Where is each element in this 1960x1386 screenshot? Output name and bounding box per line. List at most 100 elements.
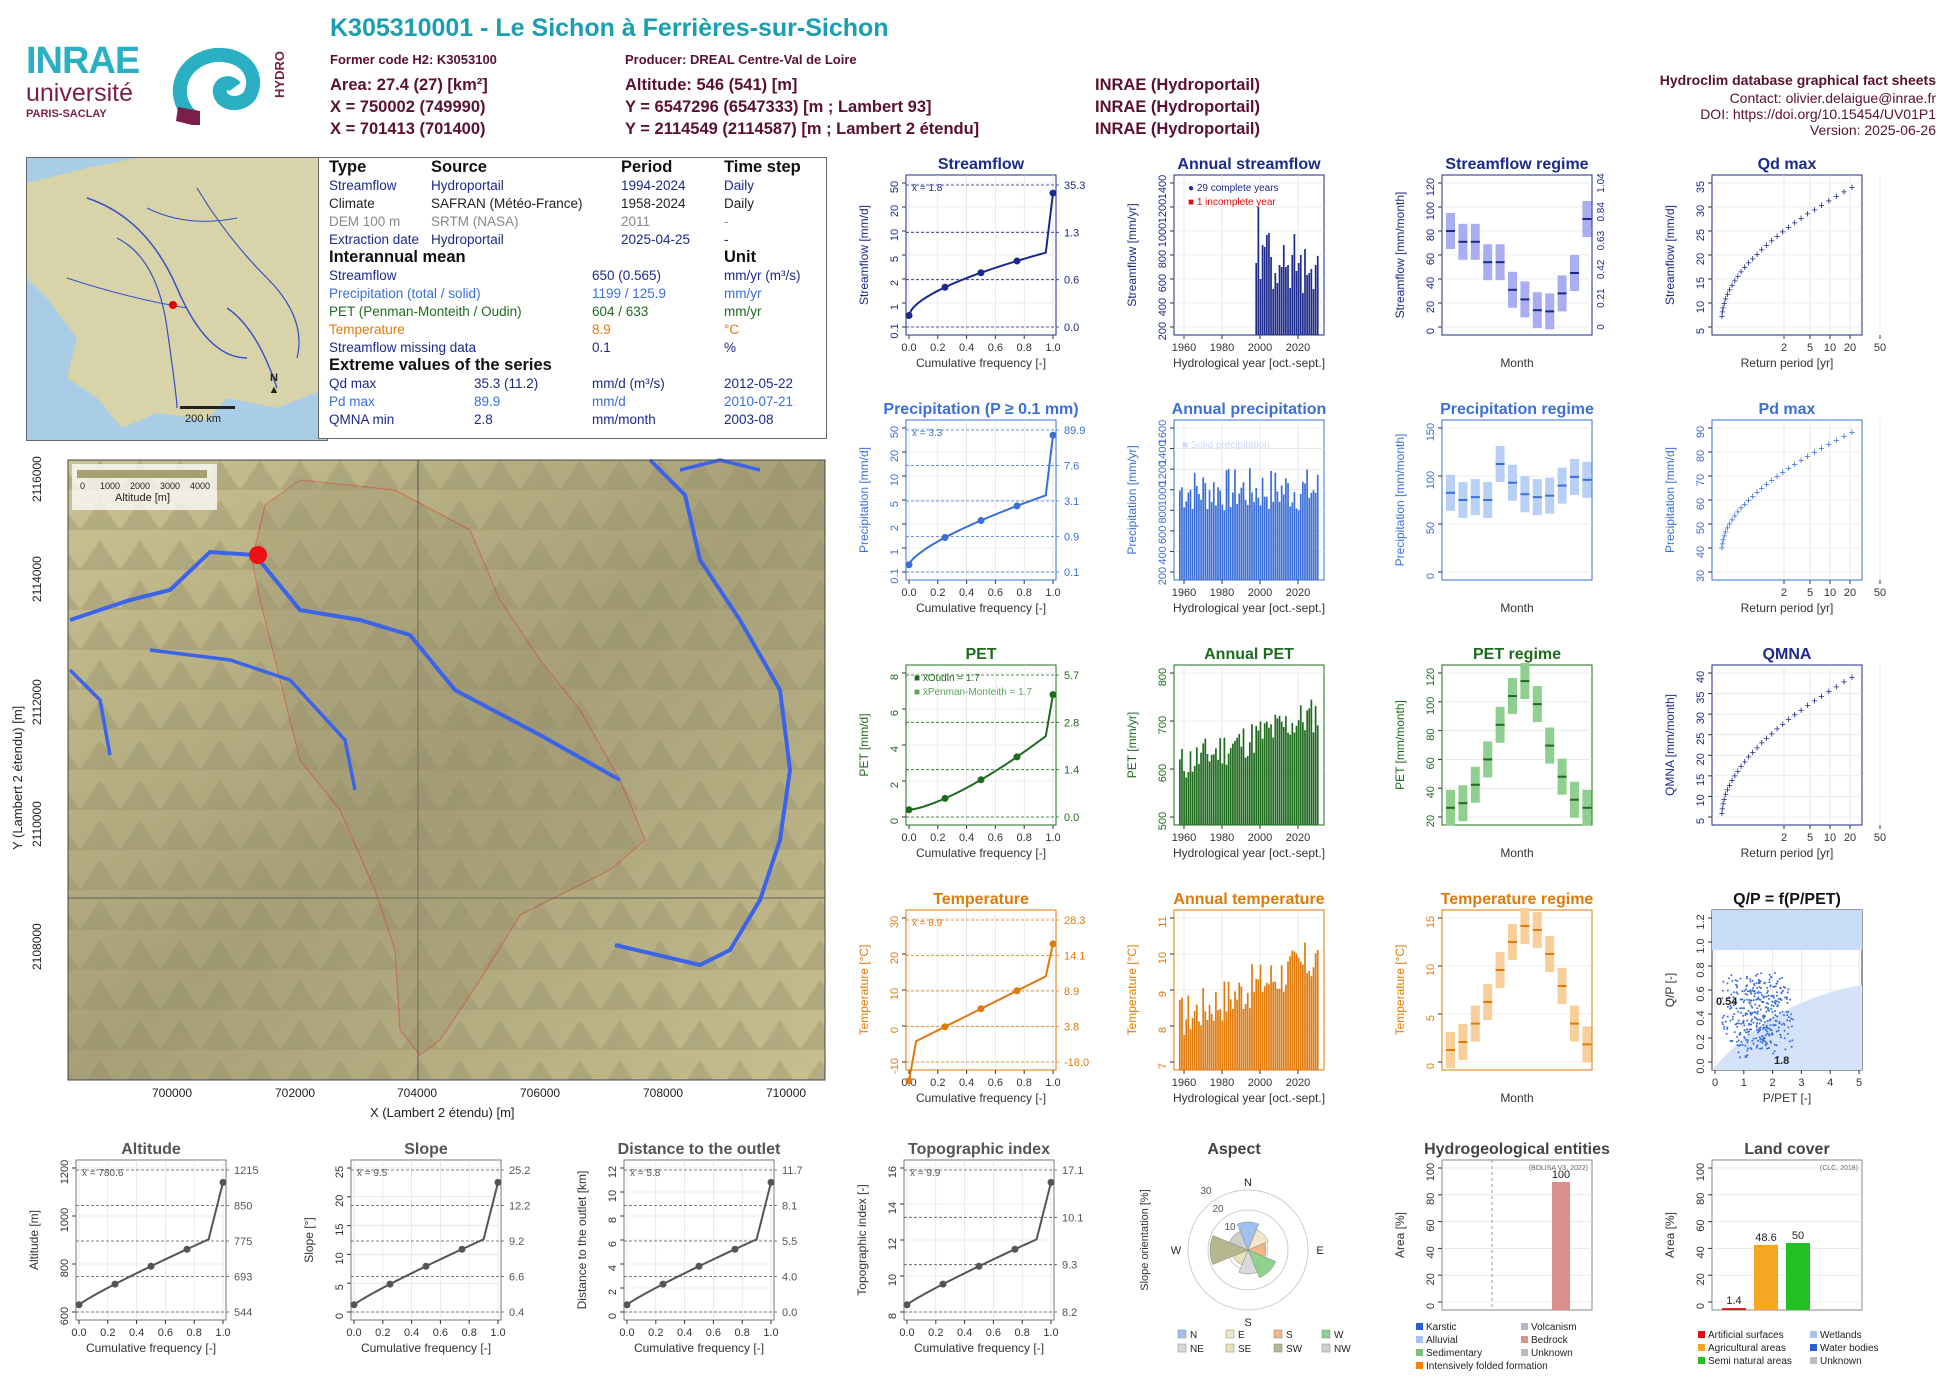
year-bar [1208, 490, 1211, 580]
source-note: (BDLISA V3, 2022) [1529, 1165, 1588, 1172]
data-point [1760, 972, 1763, 975]
data-point [1730, 1006, 1733, 1009]
year-bar [1263, 723, 1266, 825]
quantile-label: 0.9 [1064, 532, 1079, 544]
quartile-point [219, 1178, 227, 1186]
x-tick-label: 5 [1856, 1077, 1862, 1089]
y-tick-label: 600 [59, 1307, 71, 1325]
data-point [1784, 996, 1787, 999]
row-type: Extraction date [329, 232, 420, 247]
x-axis-label: Hydrological year [oct.-sept.] [1173, 356, 1325, 370]
data-point: + [1780, 467, 1786, 479]
mean-unit: °C [724, 322, 740, 337]
area-value: Area: 27.4 (27) [km²] [330, 76, 488, 94]
quantile-label: 17.1 [1062, 1165, 1083, 1177]
extreme-heading: Extreme values of the series [329, 356, 552, 374]
chart-title: Distance to the outlet [618, 1141, 781, 1158]
year-bar [1263, 247, 1266, 335]
data-point [1759, 1026, 1762, 1029]
quartile-point [111, 1280, 119, 1288]
legend-swatch [1416, 1349, 1423, 1356]
data-point [1756, 973, 1759, 976]
data-point [1772, 985, 1775, 988]
x-axis-label: Cumulative frequency [-] [916, 1091, 1046, 1105]
y-tick-label: 25 [1695, 229, 1707, 241]
year-bar [1291, 722, 1294, 825]
year-bar [1244, 1003, 1247, 1070]
inrae-logo-text: INRAE [26, 40, 140, 82]
year-bar [1314, 265, 1317, 335]
data-point [1752, 1037, 1755, 1040]
data-point [1760, 1047, 1763, 1050]
data-point [1760, 987, 1763, 990]
chart-annual_streamflow: Annual streamflow Hydrological year [oct.… [1125, 156, 1325, 370]
universite-text: université [26, 79, 133, 107]
data-point: + [1798, 705, 1804, 717]
year-bar [1219, 738, 1221, 825]
y-tick-label: 0 [889, 818, 901, 824]
chart-title: Annual temperature [1173, 891, 1324, 908]
y-tick-label: 800 [1157, 505, 1169, 523]
y-tick-label: 600 [1157, 274, 1169, 292]
data-point [1788, 1019, 1791, 1022]
mean-unit: mm/yr [724, 304, 762, 319]
quartile-point [1049, 189, 1057, 197]
data-point [1761, 1041, 1764, 1044]
data-point [1749, 1047, 1752, 1050]
data-point [1772, 996, 1775, 999]
quartile-point [1049, 691, 1057, 699]
data-point: + [1722, 293, 1728, 305]
data-point [1772, 1024, 1775, 1027]
data-point: + [1720, 799, 1726, 811]
x-tick-label: 0.8 [187, 1327, 202, 1339]
legend-item: Semi natural areas [1708, 1356, 1792, 1367]
rose-ring [1207, 1209, 1289, 1291]
legend-swatch [1810, 1331, 1817, 1338]
quantile-label: 7.6 [1064, 461, 1079, 473]
data-point [1786, 1032, 1789, 1035]
year-bar [1289, 734, 1291, 825]
year-bar [1187, 995, 1190, 1070]
row-type: Streamflow [329, 178, 397, 193]
quantile-label: 693 [234, 1272, 252, 1284]
year-bar [1221, 1020, 1224, 1070]
data-point [1760, 993, 1763, 996]
data-point [1749, 980, 1752, 983]
year-bar [1314, 953, 1317, 1070]
y-axis-label: Distance to the outlet [km] [575, 1171, 589, 1310]
data-point [1744, 1055, 1747, 1058]
legend-item: Artificial surfaces [1708, 1330, 1784, 1341]
year-bar [1189, 1029, 1192, 1070]
catchment-outline [251, 479, 646, 1056]
data-point [1786, 991, 1789, 994]
year-bar [1198, 1021, 1200, 1070]
data-point [1740, 1040, 1743, 1043]
data-point [1759, 1008, 1762, 1011]
year-bar [1229, 507, 1232, 580]
quartile-point [941, 1023, 949, 1031]
chart-precip_cdf: Precipitation (P ≥ 0.1 mm) Cumulative fre… [857, 401, 1085, 615]
year-bar [1210, 754, 1213, 825]
data-point [1764, 1041, 1767, 1044]
year-bar [1261, 992, 1264, 1070]
data-point [1746, 1054, 1749, 1057]
data-point [1721, 1016, 1724, 1019]
legend-item: ■ x̄Penman-Monteith = 1.7 [914, 687, 1032, 698]
chart-title: QMNA [1763, 646, 1812, 663]
data-point [1787, 1015, 1790, 1018]
data-point: + [1738, 267, 1744, 279]
quantile-label: 775 [234, 1236, 252, 1248]
y-tick-label: 700 [1157, 716, 1169, 734]
data-point: + [1724, 289, 1730, 301]
x-axis-label: Cumulative frequency [-] [916, 601, 1046, 615]
x-tick-label: 0.2 [930, 832, 945, 844]
altitude-legend-tick: 0 [80, 481, 86, 491]
year-bar [1240, 487, 1243, 580]
data-point [1767, 1007, 1770, 1010]
mean-label: Temperature [329, 322, 405, 337]
legend-swatch [1810, 1357, 1817, 1364]
year-bar [1316, 474, 1319, 580]
data-point [1758, 1004, 1761, 1007]
quartile-point [623, 1301, 631, 1309]
x-tick-label: 1.0 [1043, 1327, 1058, 1339]
